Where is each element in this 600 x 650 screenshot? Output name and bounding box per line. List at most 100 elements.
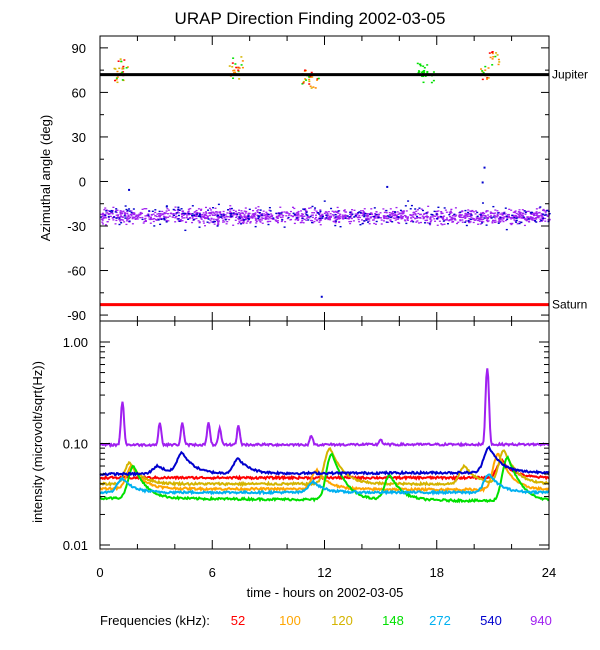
azimuth-point-940 bbox=[240, 210, 243, 212]
azimuth-point-940 bbox=[481, 216, 484, 218]
azimuth-point-940 bbox=[254, 217, 257, 219]
azimuth-point-940 bbox=[245, 222, 248, 224]
azimuth-point-940 bbox=[175, 215, 178, 218]
azimuth-point-940 bbox=[463, 216, 466, 218]
jupiter-burst-point bbox=[484, 65, 487, 68]
azimuth-y-tick-label: -30 bbox=[67, 219, 86, 234]
azimuth-point-940 bbox=[427, 205, 430, 207]
azimuth-point-940 bbox=[333, 220, 336, 223]
azimuth-point-940 bbox=[396, 218, 399, 220]
azimuth-point-940 bbox=[238, 209, 241, 211]
azimuth-point-940 bbox=[499, 216, 502, 218]
azimuth-point-940 bbox=[415, 221, 418, 223]
jupiter-burst-point bbox=[423, 71, 426, 74]
azimuth-point-940 bbox=[278, 213, 281, 215]
azimuth-point-940 bbox=[429, 220, 432, 223]
azimuth-point-940 bbox=[159, 214, 162, 217]
azimuth-point-540 bbox=[198, 226, 201, 228]
azimuth-point-940 bbox=[297, 214, 300, 216]
azimuth-point-940 bbox=[324, 218, 327, 220]
azimuth-point-940 bbox=[205, 212, 208, 214]
jupiter-burst-point bbox=[301, 83, 304, 85]
azimuth-point-540 bbox=[268, 206, 271, 209]
azimuth-point-940 bbox=[265, 211, 268, 213]
azimuth-point-940 bbox=[131, 218, 134, 220]
azimuth-y-tick-label: 90 bbox=[72, 41, 86, 56]
azimuth-point-940 bbox=[329, 213, 332, 215]
azimuth-point-940 bbox=[163, 213, 166, 215]
azimuth-point-940 bbox=[287, 214, 290, 216]
azimuth-point-940 bbox=[152, 213, 155, 215]
azimuth-point-940 bbox=[502, 213, 505, 215]
azimuth-point-940 bbox=[103, 216, 106, 219]
azimuth-point-940 bbox=[174, 217, 177, 219]
azimuth-point-940 bbox=[361, 210, 364, 212]
azimuth-point-940 bbox=[541, 219, 544, 221]
azimuth-point-940 bbox=[177, 212, 180, 214]
jupiter-burst-point bbox=[304, 78, 307, 80]
azimuth-point-940 bbox=[331, 210, 334, 212]
azimuth-point-940 bbox=[464, 213, 467, 215]
jupiter-burst-point bbox=[237, 70, 240, 73]
azimuth-point-940 bbox=[206, 215, 209, 217]
azimuth-point-940 bbox=[528, 219, 531, 221]
azimuth-point-940 bbox=[244, 212, 247, 214]
azimuth-point-940 bbox=[319, 209, 322, 211]
azimuth-point-940 bbox=[468, 215, 471, 217]
azimuth-point-940 bbox=[523, 224, 526, 227]
azimuth-point-540 bbox=[481, 202, 484, 204]
azimuth-point-540 bbox=[220, 214, 223, 216]
azimuth-point-940 bbox=[304, 210, 307, 212]
azimuth-point-940 bbox=[441, 216, 444, 218]
azimuth-point-540 bbox=[177, 206, 180, 208]
azimuth-point-940 bbox=[414, 213, 417, 215]
azimuth-point-940 bbox=[335, 218, 338, 220]
azimuth-point-940 bbox=[475, 216, 478, 218]
azimuth-point-940 bbox=[207, 212, 210, 214]
azimuth-point-940 bbox=[321, 214, 324, 216]
azimuth-point-940 bbox=[100, 213, 103, 215]
azimuth-point-940 bbox=[362, 213, 365, 215]
azimuth-point-540 bbox=[363, 214, 366, 216]
azimuth-point-940 bbox=[516, 216, 519, 218]
azimuth-point-940 bbox=[411, 215, 414, 217]
azimuth-point-540 bbox=[319, 210, 322, 213]
azimuth-point-940 bbox=[180, 212, 183, 215]
azimuth-point-940 bbox=[136, 218, 139, 220]
azimuth-point-940 bbox=[205, 214, 208, 217]
jupiter-burst-point bbox=[481, 78, 484, 81]
azimuth-point-940 bbox=[502, 217, 505, 220]
azimuth-point-940 bbox=[525, 218, 528, 220]
azimuth-point-940 bbox=[338, 215, 341, 217]
azimuth-point-940 bbox=[547, 219, 550, 221]
azimuth-point-940 bbox=[479, 215, 482, 217]
azimuth-point-540 bbox=[436, 217, 439, 220]
azimuth-point-940 bbox=[161, 210, 164, 213]
azimuth-point-540 bbox=[206, 221, 209, 223]
azimuth-point-940 bbox=[252, 209, 255, 212]
azimuth-point-940 bbox=[132, 212, 135, 214]
azimuth-point-940 bbox=[277, 220, 280, 222]
azimuth-point-540 bbox=[388, 216, 391, 218]
azimuth-point-940 bbox=[339, 213, 342, 215]
azimuth-point-540 bbox=[412, 221, 415, 223]
azimuth-point-940 bbox=[433, 218, 436, 220]
azimuth-point-940 bbox=[478, 217, 481, 219]
azimuth-point-540 bbox=[316, 211, 319, 214]
azimuth-point-940 bbox=[489, 211, 492, 213]
azimuth-point-940 bbox=[230, 211, 233, 214]
azimuth-point-540 bbox=[311, 221, 314, 224]
azimuth-point-540 bbox=[467, 211, 470, 214]
azimuth-point-940 bbox=[319, 215, 322, 217]
azimuth-point-540 bbox=[192, 218, 195, 221]
azimuth-point-540 bbox=[295, 217, 298, 219]
azimuth-point-940 bbox=[245, 210, 248, 213]
chart-title: URAP Direction Finding 2002-03-05 bbox=[175, 9, 446, 28]
azimuth-point-940 bbox=[454, 218, 457, 221]
azimuth-point-940 bbox=[194, 214, 197, 216]
jupiter-burst-point bbox=[238, 78, 241, 80]
azimuth-point-540 bbox=[361, 222, 364, 225]
azimuth-point-940 bbox=[302, 222, 305, 224]
azimuth-point-940 bbox=[104, 224, 107, 226]
azimuth-point-540 bbox=[254, 225, 257, 228]
